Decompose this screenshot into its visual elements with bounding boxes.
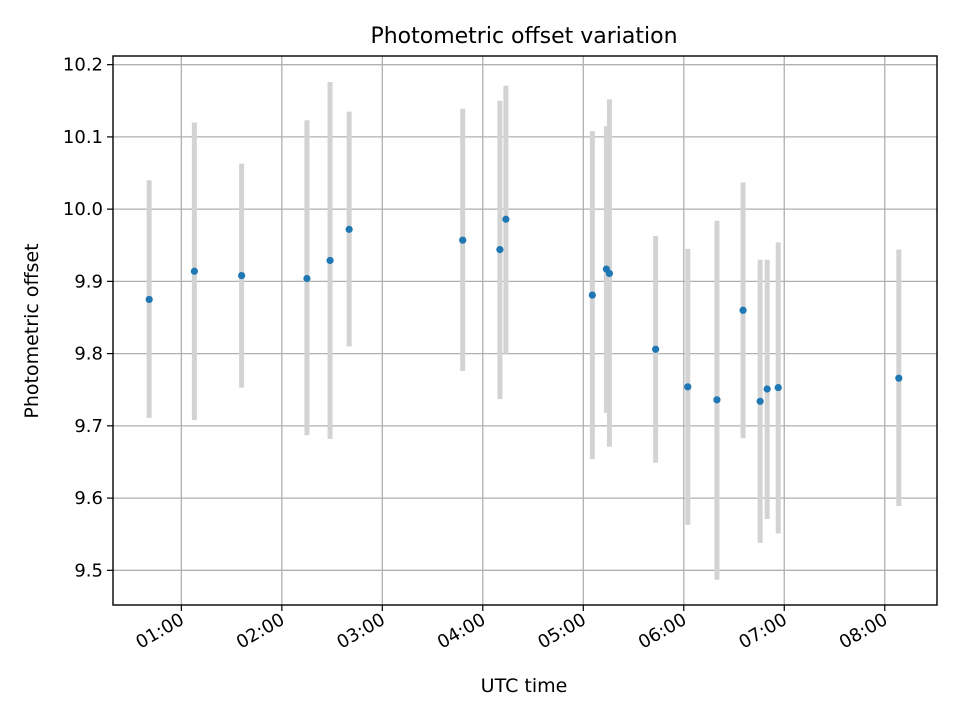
plot-area-frame [112,55,938,606]
data-point [238,272,246,280]
data-point [739,306,747,314]
y-axis-label: Photometric offset [21,243,43,418]
data-point [326,256,334,265]
y-tick-label: 9.9 [74,271,103,292]
point-layer [145,215,903,405]
grid-layer [113,56,937,605]
y-tick-label: 9.8 [74,344,103,365]
data-point [605,269,614,278]
data-point [502,215,510,223]
data-point [145,295,153,304]
y-tick-label: 9.5 [74,560,103,581]
y-tick-label: 10.2 [63,55,103,76]
data-point [684,383,692,391]
y-tick-label: 10.0 [63,199,103,220]
y-tick-label: 10.1 [63,127,103,148]
data-point [713,396,721,404]
data-point [763,385,771,393]
data-point [756,397,764,405]
y-tick-label: 9.7 [74,416,103,437]
data-point [496,245,504,254]
data-point [588,291,596,299]
data-point [895,374,903,382]
data-point [774,383,782,392]
data-point [459,236,467,244]
data-point [303,274,311,283]
data-point [345,225,353,233]
y-tick-label: 9.6 [74,488,103,509]
data-point [190,267,198,275]
x-axis-label: UTC time [481,675,568,697]
data-point [652,345,660,353]
chart-title: Photometric offset variation [370,24,677,49]
